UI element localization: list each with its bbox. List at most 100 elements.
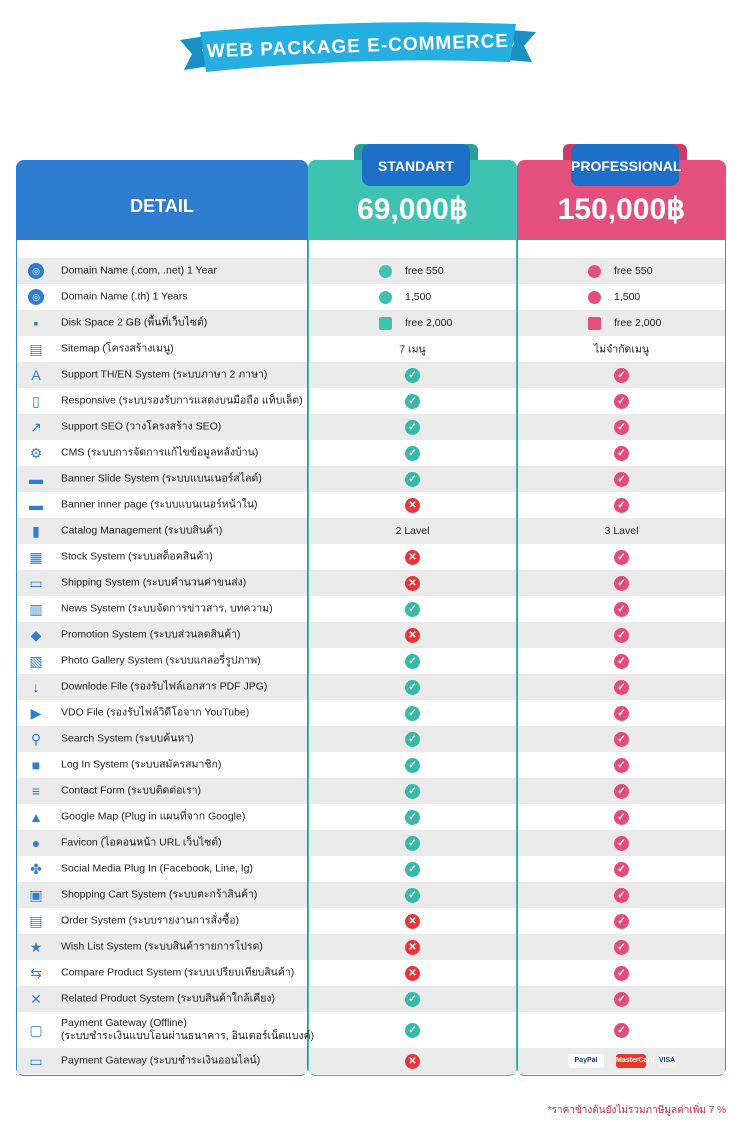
check-icon: ✓ (405, 367, 420, 383)
feature-cell: ⚲ Search System (ระบบค้นหา) (17, 726, 307, 752)
feature-cell: ▢ Payment Gateway (Offline) (ระบบชำระเงินแ… (17, 1012, 314, 1048)
check-icon: ✓ (405, 601, 420, 617)
feature-label: Order System (ระบบรายงานการสั่งซื้อ) (61, 915, 239, 928)
professional-price: 150,000฿ (557, 193, 686, 226)
feature-label-text: Stock System (ระบบสต็อคสินค้า) (61, 550, 213, 563)
standard-cell: free 2,000 (309, 310, 516, 336)
feature-row: ▬ Banner Slide System (ระบบแบนเนอร์สไลด์)… (16, 466, 726, 492)
professional-cell: 1,500 (518, 284, 725, 310)
feature-row: ▤ Order System (ระบบรายงานการสั่งซื้อ) ✕ ✓ (16, 908, 726, 934)
check-icon: ✓ (405, 679, 420, 695)
feature-row: ⚙ CMS (ระบบการจัดการแก้ไขข้อมูลหลังบ้าน) ✓… (16, 440, 726, 466)
detail-header: DETAIL (16, 160, 308, 240)
plan-value: ไม่จำกัดเมนู (593, 343, 650, 356)
check-icon: ✓ (614, 705, 629, 721)
feature-row: ● Favicon (ไอคอนหน้า URL เว็บไซต์) ✓ ✓ (16, 830, 726, 856)
feature-row: ▯ Responsive (ระบบรองรับการแสดงบนมือถือ แ… (16, 388, 726, 414)
standard-cell: ✓ (309, 414, 516, 440)
feature-label-text: Catalog Management (ระบบสินค้า) (61, 524, 223, 537)
feature-row: ▶ VDO File (รองรับไฟล์วิดีโอจาก YouTube) ✓… (16, 700, 726, 726)
standard-cell: ✕ (309, 960, 516, 986)
standard-cell: ✓ (309, 752, 516, 778)
feature-row: ▥ News System (ระบบจัดการข่าวสาร, บทความ)… (16, 596, 726, 622)
cart-icon: ▣ (29, 887, 43, 903)
check-icon: ✓ (405, 991, 420, 1007)
professional-cell: ✓ (518, 908, 725, 934)
feature-cell: ● Favicon (ไอคอนหน้า URL เว็บไซต์) (17, 830, 307, 856)
standard-cell: ✓ (309, 596, 516, 622)
feature-cell: ▤ Order System (ระบบรายงานการสั่งซื้อ) (17, 908, 307, 934)
cms-icon: ⚙ (29, 445, 43, 461)
feature-label-text: Favicon (ไอคอนหน้า URL เว็บไซต์) (61, 836, 222, 849)
compare-icon: ⇆ (30, 965, 42, 981)
feature-cell: ≡ Contact Form (ระบบติดต่อเรา) (17, 778, 307, 804)
feature-label: Support SEO (วางโครงสร้าง SEO) (61, 421, 221, 434)
pricing-table: DETAIL STANDART PROFESSIONAL 69,000฿ 150… (16, 144, 726, 1076)
feature-label: Payment Gateway (Offline) (ระบบชำระเงินแบ… (61, 1017, 314, 1043)
feature-cell: ■ Log In System (ระบบสมัครสมาชิก) (17, 752, 307, 778)
standard-cell: ✓ (309, 700, 516, 726)
professional-cell: ไม่จำกัดเมนู (518, 336, 725, 362)
standard-cell: 2 Lavel (309, 518, 516, 544)
professional-cell: ✓ (518, 882, 725, 908)
feature-label: Sitemap (โครงสร้างเมนู) (61, 343, 174, 356)
professional-plan-name: PROFESSIONAL (571, 144, 681, 186)
standard-cell: ✓ (309, 778, 516, 804)
feature-cell: ▧ Photo Gallery System (ระบบแกลอรี่รูปภาพ… (17, 648, 307, 674)
feature-cell: ▣ Shopping Cart System (ระบบตะกร้าสินค้า) (17, 882, 307, 908)
standard-cell: ✕ (309, 544, 516, 570)
check-icon: ✓ (614, 653, 629, 669)
professional-cell: ✓ (518, 804, 725, 830)
check-icon: ✓ (614, 965, 629, 981)
professional-cell: ✓ (518, 856, 725, 882)
favicon-icon: ● (31, 835, 41, 851)
check-icon: ✓ (614, 419, 629, 435)
cross-icon: ✕ (405, 575, 420, 591)
plan-value: 3 Lavel (604, 525, 639, 537)
feature-label-text: Responsive (ระบบรองรับการแสดงบนมือถือ แท… (61, 394, 303, 407)
truck-icon: ▭ (29, 575, 43, 591)
check-icon: ✓ (614, 757, 629, 773)
feature-label: Wish List System (ระบบสินค้ารายการโปรด) (61, 941, 263, 954)
globe-icon (588, 264, 601, 278)
feature-row: ◎ Domain Name (.th) 1 Years 1,500 1,500 (16, 284, 726, 310)
check-icon: ✓ (405, 757, 420, 773)
card-icon: ▭ (29, 1053, 43, 1069)
feature-label: Banner Slide System (ระบบแบนเนอร์สไลด์) (61, 473, 262, 486)
feature-row: ▲ Google Map (Plug in แผนที่จาก Google) ✓ ✓ (16, 804, 726, 830)
feature-cell: ▦ Stock System (ระบบสต็อคสินค้า) (17, 544, 307, 570)
feature-row: ↗ Support SEO (วางโครงสร้าง SEO) ✓ ✓ (16, 414, 726, 440)
plan-value: free 550 (614, 265, 653, 277)
professional-cell: PayPal MasterCard VISA (518, 1048, 725, 1074)
check-icon: ✓ (405, 471, 420, 487)
feature-cell: ▲ Google Map (Plug in แผนที่จาก Google) (17, 804, 307, 830)
feature-row: ▪ Disk Space 2 GB (พื้นที่เว็บไซต์) free 2… (16, 310, 726, 336)
feature-label-text: Photo Gallery System (ระบบแกลอรี่รูปภาพ) (61, 654, 261, 667)
feature-label-text: News System (ระบบจัดการข่าวสาร, บทความ) (61, 602, 273, 615)
professional-cell: ✓ (518, 362, 725, 388)
check-icon: ✓ (405, 419, 420, 435)
professional-cell: ✓ (518, 1012, 725, 1048)
share-icon: ✤ (30, 861, 42, 877)
feature-label: Disk Space 2 GB (พื้นที่เว็บไซต์) (61, 317, 207, 330)
cross-icon: ✕ (405, 497, 420, 513)
feature-label-text: Support TH/EN System (ระบบภาษา 2 ภาษา) (61, 368, 268, 381)
standard-cell: ✕ (309, 908, 516, 934)
feature-label: Domain Name (.th) 1 Years (61, 291, 188, 304)
professional-cell: ✓ (518, 388, 725, 414)
feature-cell: ▪ Disk Space 2 GB (พื้นที่เว็บไซต์) (17, 310, 307, 336)
standard-cell: 7 เมนู (309, 336, 516, 362)
globe-icon (588, 290, 601, 304)
professional-cell: ✓ (518, 674, 725, 700)
feature-label: News System (ระบบจัดการข่าวสาร, บทความ) (61, 603, 273, 616)
feature-label-text: Shopping Cart System (ระบบตะกร้าสินค้า) (61, 888, 258, 901)
professional-cell: ✓ (518, 986, 725, 1012)
feature-label: Responsive (ระบบรองรับการแสดงบนมือถือ แท… (61, 395, 303, 408)
standard-cell: ✕ (309, 570, 516, 596)
feature-label: Shipping System (ระบบคำนวนค่าขนส่ง) (61, 577, 246, 590)
standard-cell: ✓ (309, 466, 516, 492)
feature-label-text: Payment Gateway (Offline) (61, 1017, 187, 1029)
feature-label: Support TH/EN System (ระบบภาษา 2 ภาษา) (61, 369, 267, 382)
feature-cell: ▯ Responsive (ระบบรองรับการแสดงบนมือถือ แ… (17, 388, 307, 414)
professional-cell: ✓ (518, 778, 725, 804)
